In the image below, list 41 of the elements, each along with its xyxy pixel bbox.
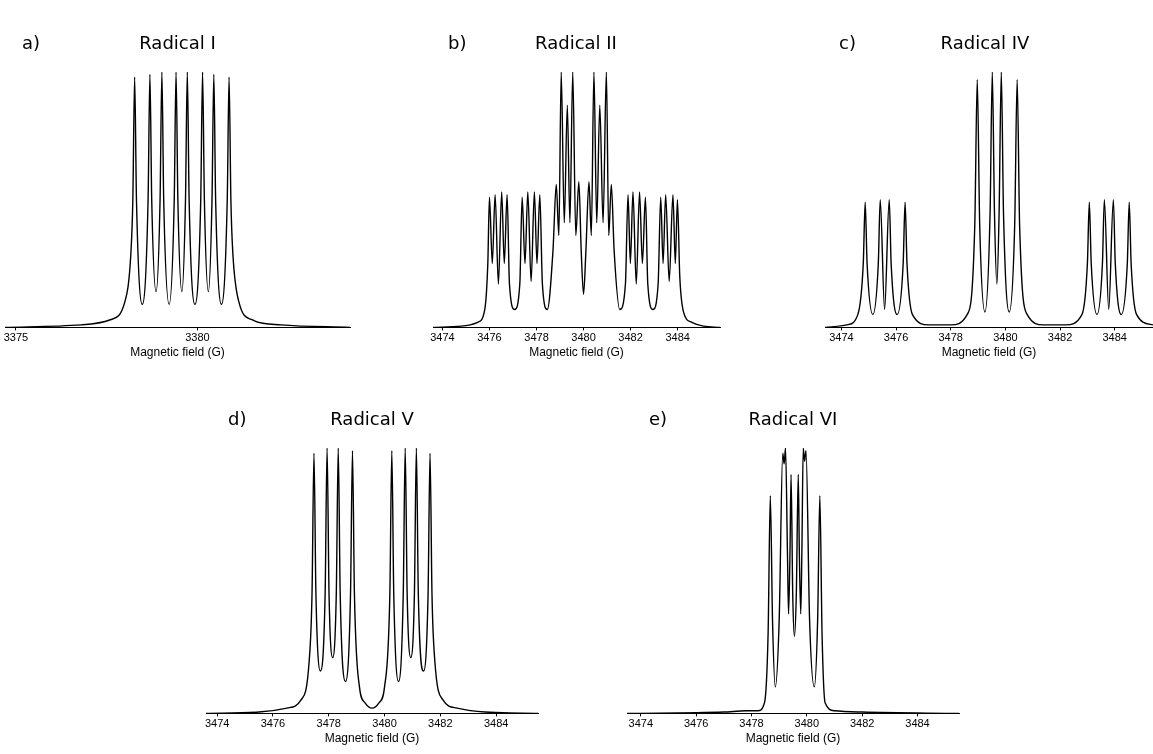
x-tick-label: 3484	[483, 717, 509, 730]
x-tick-label: 3482	[618, 331, 643, 344]
x-tick-label: 3380	[185, 331, 210, 344]
x-tick-label: 3480	[571, 331, 596, 344]
x-tick-label: 3484	[1102, 331, 1127, 344]
x-tick-label: 3480	[993, 331, 1018, 344]
text: c)	[839, 32, 856, 53]
x-tick-label: 3375	[3, 331, 29, 344]
chart-title: Radical V	[330, 408, 414, 429]
chart-title: Radical I	[139, 32, 216, 53]
text: b)	[448, 32, 467, 53]
chart-title: Radical VI	[748, 408, 838, 429]
x-axis-title: Magnetic field (G)	[324, 731, 420, 746]
x-tick-label: 3478	[316, 717, 341, 730]
x-tick-label: 3478	[739, 717, 764, 730]
text: d)	[228, 408, 247, 429]
x-tick-label: 3474	[829, 331, 854, 344]
x-tick-label: 3476	[260, 717, 286, 730]
chart-title: Radical II	[535, 32, 617, 53]
x-axis-title: Magnetic field (G)	[941, 345, 1037, 360]
x-tick-label: 3476	[477, 331, 502, 344]
x-tick-label: 3480	[372, 717, 397, 730]
chart-title: Radical IV	[940, 32, 1030, 53]
x-tick-label: 3474	[204, 717, 230, 730]
x-tick-label: 3474	[430, 331, 455, 344]
text: e)	[649, 408, 668, 429]
x-tick-label: 3482	[1047, 331, 1073, 344]
x-tick-label: 3476	[683, 717, 709, 730]
x-tick-label: 3482	[428, 717, 453, 730]
text: a)	[22, 32, 41, 53]
x-tick-label: 3480	[794, 717, 820, 730]
x-tick-label: 3474	[628, 717, 654, 730]
x-tick-label: 3476	[883, 331, 909, 344]
x-tick-label: 3482	[849, 717, 875, 730]
x-tick-label: 3478	[938, 331, 963, 344]
x-axis-title: Magnetic field (G)	[745, 731, 841, 746]
x-axis-title: Magnetic field (G)	[130, 345, 225, 360]
x-tick-label: 3484	[665, 331, 690, 344]
x-tick-label: 3484	[905, 717, 930, 730]
x-axis-title: Magnetic field (G)	[529, 345, 624, 360]
x-tick-label: 3478	[524, 331, 549, 344]
